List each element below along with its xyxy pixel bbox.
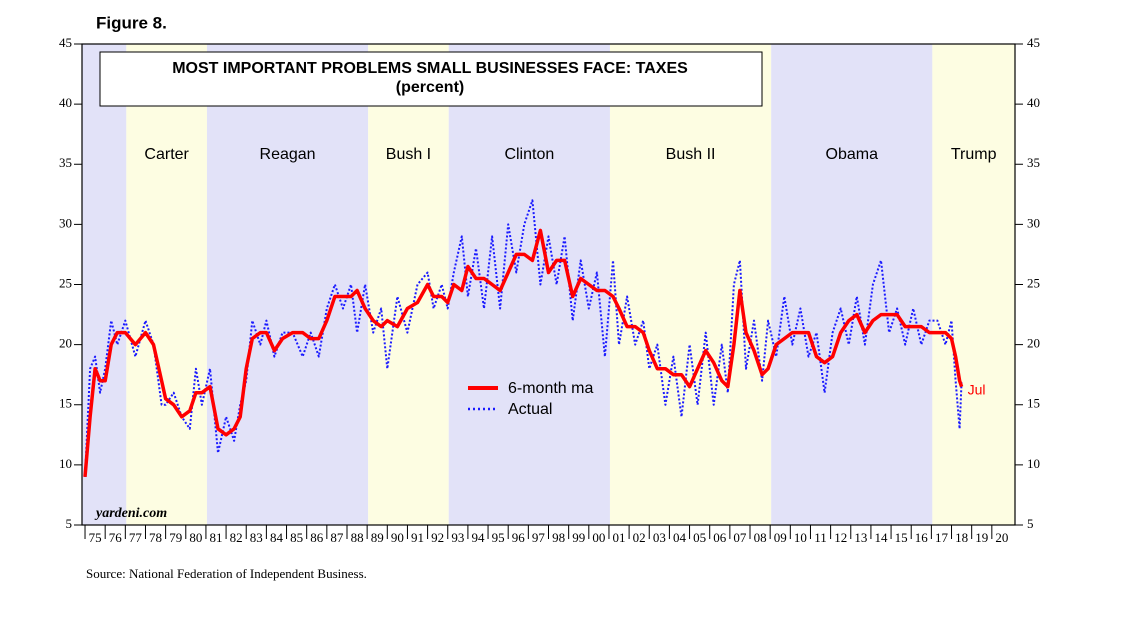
x-tick-label: 93 (451, 530, 464, 545)
x-tick-label: 17 (935, 530, 949, 545)
x-tick-label: 79 (169, 530, 182, 545)
y2-tick-label: 35 (1027, 155, 1040, 170)
period-band (448, 44, 610, 525)
y2-tick-label: 20 (1027, 336, 1040, 351)
x-tick-label: 10 (794, 530, 807, 545)
x-tick-label: 82 (230, 530, 243, 545)
x-tick-label: 88 (351, 530, 364, 545)
y2-tick-label: 5 (1027, 516, 1034, 531)
period-label: Clinton (504, 146, 554, 163)
period-band (609, 44, 772, 525)
series-line (83, 228, 964, 478)
x-tick-label: 85 (290, 530, 303, 545)
x-tick-label: 18 (955, 530, 968, 545)
x-tick-label: 98 (552, 530, 565, 545)
x-tick-label: 77 (129, 530, 143, 545)
legend-label: Actual (508, 401, 552, 418)
y-tick-label: 40 (59, 95, 72, 110)
x-tick-label: 87 (330, 530, 344, 545)
source: Source: National Federation of Independe… (86, 566, 367, 581)
chart-subtitle: (percent) (396, 79, 464, 96)
x-tick-label: 02 (633, 530, 646, 545)
x-tick-label: 13 (854, 530, 867, 545)
x-tick-label: 89 (371, 530, 384, 545)
y-tick-label: 35 (59, 155, 72, 170)
title-box (99, 51, 763, 107)
figure-label: Figure 8. (96, 13, 167, 32)
x-tick-label: 08 (754, 530, 767, 545)
x-tick-label: 75 (89, 530, 102, 545)
plot-frame (81, 43, 1016, 526)
x-tick-label: 78 (149, 530, 162, 545)
y-tick-label: 20 (59, 336, 72, 351)
x-tick-label: 76 (109, 530, 123, 545)
x-tick-label: 90 (391, 530, 404, 545)
annotation: Jul (968, 381, 986, 397)
x-tick-label: 15 (895, 530, 908, 545)
x-tick-label: 94 (471, 530, 485, 545)
y2-tick-label: 15 (1027, 396, 1040, 411)
y2-tick-label: 10 (1027, 456, 1040, 471)
y2-tick-label: 30 (1027, 215, 1040, 230)
period-label: Obama (826, 146, 879, 163)
period-label: Bush I (386, 146, 431, 163)
x-tick-label: 84 (270, 530, 284, 545)
x-tick-label: 19 (975, 530, 988, 545)
x-tick-label: 16 (915, 530, 929, 545)
period-band (932, 44, 1015, 525)
x-tick-label: 97 (532, 530, 546, 545)
x-tick-label: 14 (874, 530, 888, 545)
x-tick-label: 03 (653, 530, 666, 545)
period-label: Carter (144, 146, 189, 163)
x-tick-label: 91 (411, 530, 424, 545)
x-tick-label: 06 (713, 530, 727, 545)
y2-tick-label: 45 (1027, 35, 1040, 50)
period-band (368, 44, 449, 525)
y-tick-label: 45 (59, 35, 72, 50)
chart-title: MOST IMPORTANT PROBLEMS SMALL BUSINESSES… (172, 60, 688, 77)
x-tick-label: 04 (673, 530, 687, 545)
y-tick-label: 5 (66, 516, 73, 531)
x-tick-label: 07 (733, 530, 747, 545)
x-tick-label: 95 (492, 530, 505, 545)
y-tick-label: 15 (59, 396, 72, 411)
x-tick-label: 92 (431, 530, 444, 545)
legend-label: 6-month ma (508, 380, 593, 397)
period-band (126, 44, 207, 525)
x-tick-label: 11 (814, 530, 827, 545)
period-band (206, 44, 369, 525)
period-label: Reagan (260, 146, 316, 163)
y-tick-label: 25 (59, 275, 72, 290)
x-tick-label: 20 (995, 530, 1008, 545)
x-tick-label: 09 (774, 530, 787, 545)
period-label: Bush II (666, 146, 716, 163)
y2-tick-label: 40 (1027, 95, 1040, 110)
x-tick-label: 01 (613, 530, 626, 545)
period-band (771, 44, 933, 525)
x-tick-label: 96 (512, 530, 526, 545)
x-tick-label: 86 (310, 530, 324, 545)
x-tick-label: 00 (592, 530, 605, 545)
y-tick-label: 10 (59, 456, 72, 471)
x-tick-label: 05 (693, 530, 706, 545)
x-tick-label: 99 (572, 530, 585, 545)
x-tick-label: 12 (834, 530, 847, 545)
x-tick-label: 83 (250, 530, 263, 545)
period-label: Trump (951, 146, 997, 163)
x-tick-label: 80 (189, 530, 202, 545)
y2-tick-label: 25 (1027, 275, 1040, 290)
x-tick-label: 81 (210, 530, 223, 545)
watermark: yardeni.com (94, 506, 167, 521)
y-tick-label: 30 (59, 215, 72, 230)
